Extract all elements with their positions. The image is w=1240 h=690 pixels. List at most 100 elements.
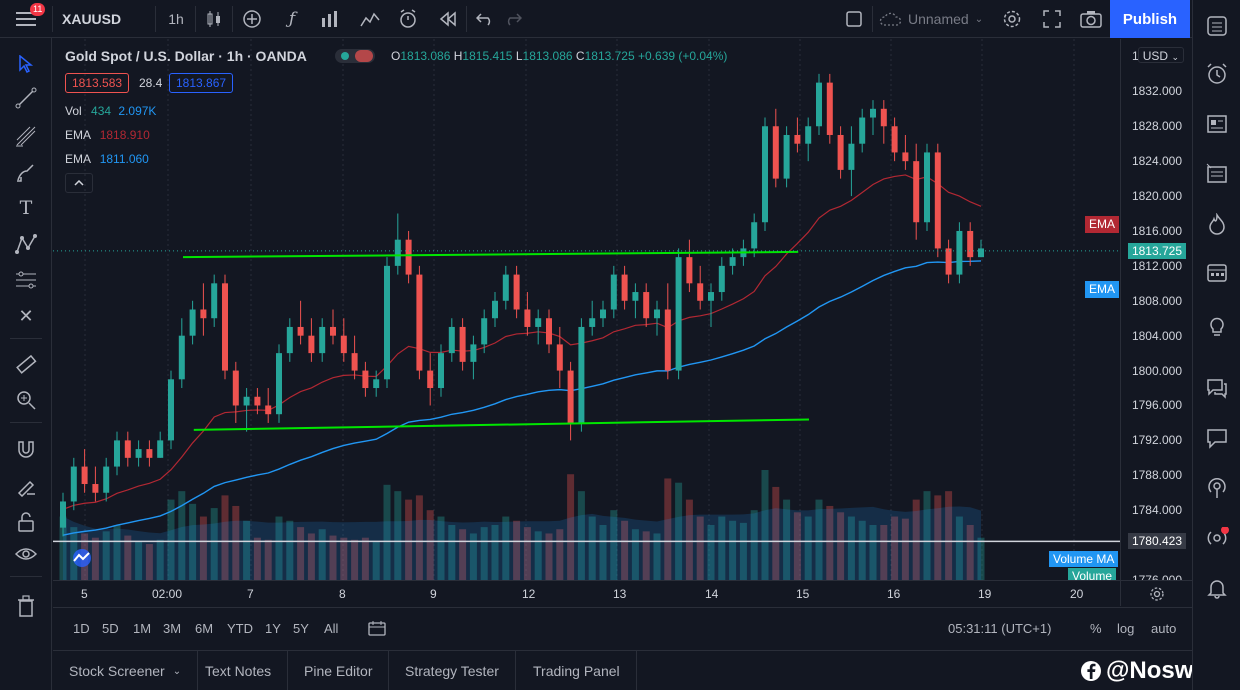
candles-icon[interactable] (200, 0, 228, 38)
undo-icon[interactable] (472, 0, 498, 38)
layout-select-icon[interactable] (840, 0, 868, 38)
data-window-icon[interactable] (1201, 108, 1233, 140)
magnet-icon[interactable] (10, 434, 42, 466)
eye-icon[interactable] (10, 538, 42, 570)
bottom-panel-tabs: Stock Screener ⌄ Text Notes Pine Editor S… (53, 650, 1221, 690)
range-button-5d[interactable]: 5D (102, 621, 119, 636)
chart-pane[interactable]: Gold Spot / U.S. Dollar · 1h · OANDA O18… (53, 39, 1120, 580)
range-button-5y[interactable]: 5Y (293, 621, 309, 636)
cursor-icon[interactable] (10, 48, 42, 80)
candle-body (189, 309, 196, 336)
remove-drawings-icon[interactable]: ✕ (18, 305, 34, 326)
volume-bar (448, 525, 456, 580)
chat-bubble-icon[interactable] (1201, 422, 1233, 454)
ruler-icon[interactable] (10, 348, 42, 380)
zoom-in-icon[interactable] (10, 384, 42, 416)
trend-line-icon[interactable] (10, 82, 42, 114)
ideas-lightbulb-icon[interactable] (1201, 310, 1233, 342)
axis-settings-gear-icon[interactable] (1120, 580, 1192, 606)
add-indicator-icon[interactable] (238, 0, 266, 38)
broadcast-icon[interactable] (1201, 522, 1233, 554)
range-button-1d[interactable]: 1D (73, 621, 90, 636)
candle-body (816, 82, 822, 127)
volume-bar (102, 531, 110, 580)
candle-body (686, 257, 693, 284)
range-button-1y[interactable]: 1Y (265, 621, 281, 636)
clock-timezone[interactable]: 05:31:11 (UTC+1) (948, 621, 1052, 636)
text-tool-icon[interactable]: T (19, 197, 33, 219)
prediction-icon[interactable] (10, 264, 42, 296)
alert-icon[interactable] (394, 0, 422, 38)
auto-scale-toggle[interactable]: auto (1151, 621, 1177, 636)
compare-icon[interactable] (356, 0, 384, 38)
tab-pine-editor[interactable]: Pine Editor (288, 651, 390, 690)
range-button-ytd[interactable]: YTD (227, 621, 253, 636)
alarm-clock-icon[interactable] (1201, 58, 1233, 90)
candle-body (643, 292, 650, 319)
layout-name-button[interactable]: Unnamed ⌄ (878, 0, 990, 38)
volume-bar (232, 505, 240, 580)
collapse-legend-button[interactable] (65, 173, 93, 193)
price-tick-label: 1812.000 (1131, 258, 1182, 273)
percent-scale-toggle[interactable]: % (1090, 621, 1102, 636)
range-button-1m[interactable]: 1M (133, 621, 152, 636)
facebook-icon (1081, 661, 1101, 681)
symbol-search-button[interactable]: XAUUSD (62, 11, 122, 27)
pattern-icon[interactable] (10, 228, 42, 260)
stay-in-drawing-mode-icon[interactable] (10, 470, 42, 502)
chats-icon[interactable] (1201, 372, 1233, 404)
interval-button[interactable]: 1h (168, 11, 184, 27)
volume-bar (124, 535, 132, 580)
range-button-6m[interactable]: 6M (195, 621, 214, 636)
candle-body (600, 309, 606, 319)
volume-bar (286, 520, 294, 580)
templates-icon[interactable] (316, 0, 344, 38)
volume-tag: Volume (1068, 568, 1117, 581)
volume-bar (113, 525, 121, 580)
price-axis[interactable]: 1776.0001780.0001784.0001788.0001792.000… (1120, 39, 1192, 580)
candle-body (92, 484, 99, 493)
calendar-icon[interactable] (1201, 256, 1233, 288)
candle-body (81, 466, 88, 485)
ema-slow-legend[interactable]: EMA 1811.060 (65, 152, 149, 166)
lock-icon[interactable] (10, 506, 42, 538)
trash-icon[interactable] (10, 590, 42, 622)
range-button-3m[interactable]: 3M (163, 621, 182, 636)
publish-button[interactable]: Publish (1110, 0, 1190, 38)
tab-text-notes[interactable]: Text Notes (189, 651, 289, 690)
time-axis[interactable]: 5 02:00 7 8 9 12 13 14 15 16 19 20 (53, 580, 1120, 606)
settings-gear-icon[interactable] (998, 0, 1026, 38)
volume-bar (459, 529, 467, 580)
fib-retracement-icon[interactable] (10, 120, 42, 152)
log-scale-toggle[interactable]: log (1117, 621, 1135, 636)
indicators-fx-icon[interactable]: ƒ (288, 9, 296, 29)
range-button-all[interactable]: All (324, 621, 339, 636)
brush-icon[interactable] (10, 156, 42, 188)
currency-select[interactable]: USD ⌄ (1137, 47, 1184, 63)
ema-fast-legend[interactable]: EMA 1818.910 (65, 128, 150, 142)
sell-price-button[interactable]: 1813.583 (65, 73, 130, 93)
redo-icon[interactable] (500, 0, 526, 38)
news-icon[interactable] (1201, 158, 1233, 190)
tab-trading-panel[interactable]: Trading Panel (517, 651, 637, 690)
price-chart[interactable] (53, 39, 1120, 580)
candle-body (718, 265, 725, 293)
streams-icon[interactable] (1201, 472, 1233, 504)
watchlist-icon[interactable] (1201, 10, 1233, 42)
vol-legend[interactable]: Vol 434 2.097K (65, 104, 157, 118)
tab-strategy-tester[interactable]: Strategy Tester (389, 651, 516, 690)
time-tick-label: 15 (796, 587, 810, 601)
menu-icon[interactable]: 11 (8, 0, 46, 38)
candle-body (157, 440, 164, 458)
volume-bar (361, 537, 369, 580)
snapshot-camera-icon[interactable] (1076, 0, 1106, 38)
fullscreen-icon[interactable] (1038, 0, 1066, 38)
volume-bar (934, 495, 942, 580)
hotlist-flame-icon[interactable] (1201, 208, 1233, 240)
date-range-icon[interactable] (368, 620, 386, 639)
replay-icon[interactable] (434, 0, 462, 38)
buy-price-button[interactable]: 1813.867 (169, 73, 234, 93)
market-status-badge[interactable] (335, 48, 375, 67)
tab-stock-screener[interactable]: Stock Screener ⌄ (53, 651, 199, 690)
notifications-bell-icon[interactable] (1201, 572, 1233, 604)
